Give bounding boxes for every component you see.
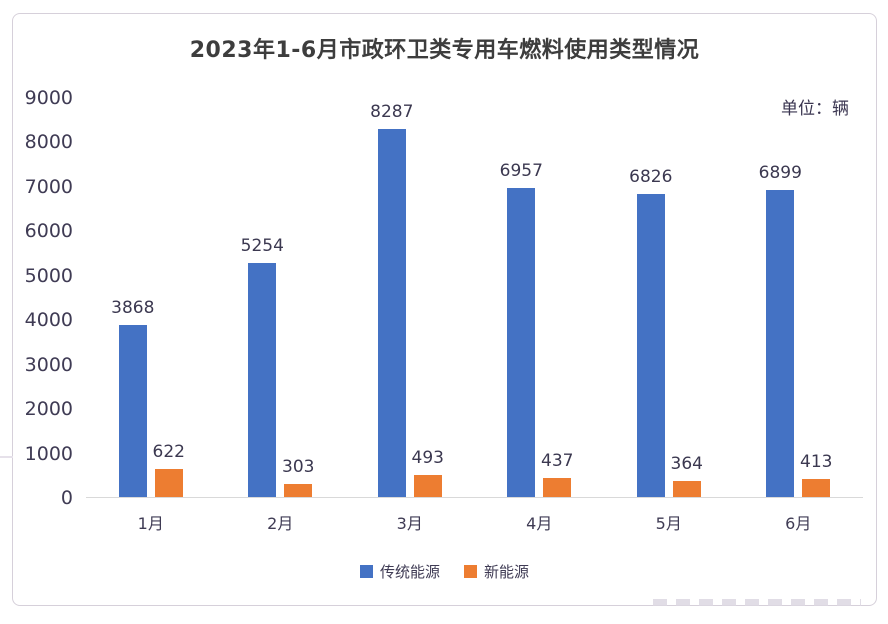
bar-value-label: 413 [800, 452, 833, 472]
bar-传统能源 [507, 188, 536, 497]
bar-column: 413 [800, 98, 833, 497]
chart-card: 2023年1-6月市政环卫类专用车燃料使用类型情况 单位：辆 0 1000 2000… [12, 13, 877, 606]
legend-label: 传统能源 [379, 563, 440, 581]
x-axis-label: 4月 [526, 514, 553, 533]
bar-新能源 [284, 484, 313, 497]
legend-swatch-icon [464, 565, 477, 578]
bar-新能源 [802, 479, 831, 497]
bar-传统能源 [377, 129, 406, 497]
bar-column: 437 [541, 98, 574, 497]
bar-新能源 [543, 478, 572, 497]
bar-传统能源 [636, 194, 665, 497]
bar-新能源 [154, 469, 183, 497]
left-edge-artifact [0, 456, 13, 458]
bar-新能源 [672, 481, 701, 497]
bar-value-label: 493 [411, 448, 444, 468]
x-axis-label: 5月 [655, 514, 682, 533]
bar-group-1月: 3868 622 [86, 98, 216, 497]
bar-column: 493 [411, 98, 444, 497]
bar-value-label: 303 [282, 457, 315, 477]
watermark-strip [653, 599, 861, 606]
bar-value-label: 3868 [111, 298, 155, 318]
bar-value-label: 437 [541, 451, 574, 471]
bar-传统能源 [118, 325, 147, 497]
legend-item-传统能源: 传统能源 [359, 561, 440, 582]
bar-value-label: 364 [670, 454, 703, 474]
y-tick-label: 9000 [24, 87, 73, 109]
bar-value-label: 6957 [499, 161, 543, 181]
legend-item-新能源: 新能源 [464, 561, 529, 582]
plot-area: 3868 622 5254 303 8287 493 6957 437 6826 364 6899 4… [86, 98, 863, 498]
bar-group-4月: 6957 437 [475, 98, 605, 497]
y-tick-label: 2000 [24, 398, 73, 421]
bar-group-6月: 6899 413 [734, 98, 864, 497]
bar-column: 6899 [759, 98, 802, 497]
y-tick-label: 1000 [24, 442, 73, 465]
chart-title: 2023年1-6月市政环卫类专用车燃料使用类型情况 [189, 38, 700, 63]
y-tick-label: 3000 [24, 353, 73, 376]
x-axis-label: 1月 [137, 514, 164, 533]
legend-label: 新能源 [484, 563, 530, 581]
bar-column: 364 [670, 98, 703, 497]
bar-value-label: 622 [152, 442, 185, 462]
x-axis: 1月 2月 3月 4月 5月 6月 [86, 510, 863, 534]
bar-value-label: 8287 [370, 102, 414, 122]
y-axis: 0 1000 2000 3000 4000 5000 6000 7000 8000 9000 [13, 88, 73, 508]
bar-value-label: 6899 [758, 163, 802, 183]
bar-column: 8287 [370, 98, 413, 497]
bar-group-2月: 5254 303 [216, 98, 346, 497]
bar-column: 3868 [111, 98, 154, 497]
bar-column: 303 [282, 98, 315, 497]
y-tick-label: 6000 [24, 220, 73, 243]
bar-value-label: 5254 [240, 236, 284, 256]
y-tick-label: 7000 [24, 175, 73, 198]
bar-column: 6957 [500, 98, 543, 497]
x-axis-label: 3月 [396, 514, 423, 533]
bar-column: 622 [152, 98, 185, 497]
x-axis-label: 2月 [267, 514, 294, 533]
bar-传统能源 [766, 190, 795, 497]
bar-group-5月: 6826 364 [604, 98, 734, 497]
y-tick-label: 5000 [24, 264, 73, 287]
y-tick-label: 8000 [24, 131, 73, 154]
x-axis-label: 6月 [785, 514, 812, 533]
bar-传统能源 [248, 263, 277, 497]
bar-column: 5254 [241, 98, 284, 497]
unit-label: 单位：辆 [781, 99, 849, 119]
bar-value-label: 6826 [629, 167, 673, 187]
y-tick-label: 4000 [24, 309, 73, 332]
legend-swatch-icon [359, 565, 373, 578]
bar-column: 6826 [629, 98, 672, 497]
bar-新能源 [413, 475, 442, 497]
y-tick-label: 0 [60, 487, 73, 509]
legend: 传统能源 新能源 [13, 561, 876, 582]
bar-group-3月: 8287 493 [345, 98, 475, 497]
